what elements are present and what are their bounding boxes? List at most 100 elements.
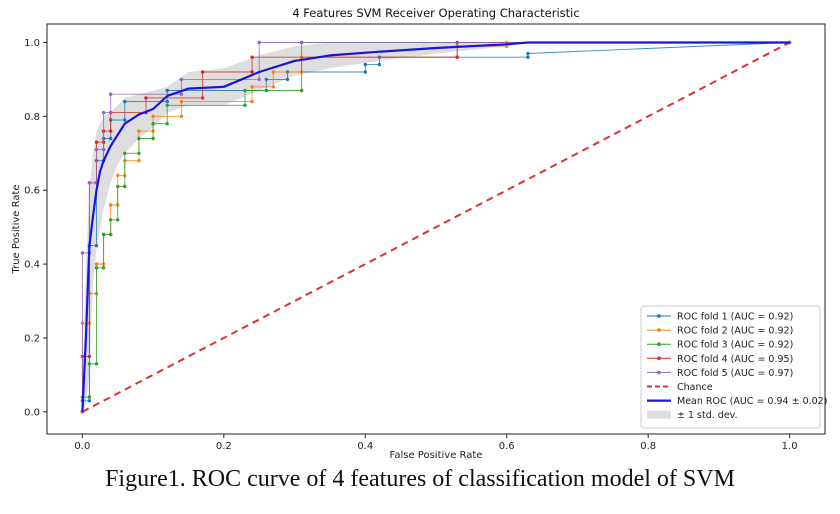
legend-swatch-dot — [657, 356, 661, 361]
roc-fold-4-point — [455, 55, 459, 59]
roc-fold-3-point — [165, 103, 169, 108]
legend-label: ROC fold 3 (AUC = 0.92) — [677, 340, 793, 351]
roc-fold-4-point — [144, 96, 148, 100]
x-tick-label: 0.0 — [74, 441, 90, 452]
roc-fold-3-point — [123, 151, 127, 155]
roc-fold-3-point — [109, 232, 113, 237]
roc-fold-1-point — [165, 88, 169, 93]
legend-box — [640, 305, 821, 429]
roc-fold-5-point — [179, 92, 184, 96]
legend-label: ROC fold 1 (AUC = 0.92) — [677, 312, 793, 323]
roc-fold-3-point — [243, 103, 247, 108]
y-axis-label: True Positive Rate — [11, 184, 22, 274]
roc-fold-4-point — [94, 140, 99, 144]
roc-fold-2-point — [116, 173, 120, 178]
roc-fold-5-point — [109, 110, 113, 115]
roc-fold-3-point — [101, 266, 106, 270]
roc-fold-3-point — [101, 232, 106, 237]
x-tick-label: 0.4 — [357, 441, 373, 452]
roc-fold-1-point — [264, 77, 268, 82]
x-tick-label: 1.0 — [782, 441, 798, 452]
roc-fold-1-point — [377, 62, 382, 67]
roc-fold-5-point — [80, 251, 85, 255]
chance-line-line — [81, 41, 791, 413]
roc-fold-1-point — [123, 118, 127, 122]
roc-fold-3-point — [151, 122, 155, 126]
roc-fold-1-point — [94, 243, 99, 248]
roc-fold-1-point — [363, 70, 367, 74]
roc-fold-2-point — [250, 99, 254, 104]
roc-fold-3-point — [94, 362, 99, 366]
y-tick-label: 0.2 — [24, 333, 40, 344]
roc-fold-1-point — [109, 136, 113, 141]
legend-swatch-dot — [657, 328, 661, 332]
roc-fold-4-point — [250, 55, 254, 59]
roc-fold-5-point — [101, 147, 106, 152]
roc-fold-3-point — [243, 88, 247, 93]
roc-fold-3-point — [94, 266, 99, 270]
legend-label: ROC fold 4 (AUC = 0.95) — [677, 354, 793, 365]
roc-fold-3-point — [137, 151, 141, 155]
roc-fold-3-point — [87, 395, 92, 399]
roc-fold-2-point — [151, 114, 155, 119]
roc-fold-5-point — [257, 77, 261, 82]
roc-fold-3-point — [151, 136, 155, 141]
roc-fold-3-point — [123, 184, 127, 189]
roc-fold-4-point — [87, 354, 92, 359]
legend-label: ± 1 std. dev. — [677, 410, 738, 421]
legend-label: ROC fold 5 (AUC = 0.97) — [677, 368, 793, 379]
roc-fold-3-point — [116, 218, 120, 222]
roc-fold-2-point — [109, 203, 113, 207]
roc-fold-1-point — [165, 99, 169, 104]
legend-swatch-band — [647, 410, 671, 419]
y-tick-label: 0.6 — [24, 186, 40, 197]
y-tick-label: 0.8 — [24, 112, 40, 123]
roc-fold-1-point — [123, 99, 127, 104]
legend-swatch-dot — [657, 370, 661, 375]
legend-swatch-dot — [657, 342, 661, 347]
figure-caption: Figure1. ROC curve of 4 features of clas… — [105, 466, 735, 492]
legend-label: ROC fold 2 (AUC = 0.92) — [677, 326, 793, 337]
roc-fold-1-point — [363, 62, 367, 67]
legend: ROC fold 1 (AUC = 0.92) ROC fold 2 (AUC =… — [640, 305, 827, 429]
x-tick-label: 0.8 — [640, 441, 656, 452]
roc-fold-3-point — [165, 122, 169, 126]
roc-fold-2-point — [137, 129, 141, 133]
mean-roc-line — [81, 41, 790, 412]
roc-fold-5-point — [94, 147, 99, 152]
roc-fold-5-point — [179, 77, 184, 82]
chart-title: 4 Features SVM Receiver Operating Charac… — [292, 6, 579, 20]
roc-fold-4-point — [200, 70, 205, 74]
roc-fold-2-point — [179, 99, 184, 104]
roc-fold-1-point — [526, 55, 530, 59]
roc-fold-2-point — [271, 85, 275, 89]
x-tick-label: 0.2 — [216, 441, 232, 452]
series-layer — [80, 40, 792, 414]
roc-fold-3-point — [299, 88, 304, 93]
roc-fold-4-point — [250, 70, 254, 74]
y-tick-label: 0.0 — [24, 407, 40, 418]
roc-fold-2-point — [179, 114, 184, 119]
y-tick-label: 1.0 — [24, 38, 40, 49]
roc-fold-4-point — [109, 129, 113, 133]
legend-swatch-dot — [657, 314, 661, 318]
roc-fold-1-point — [87, 399, 92, 403]
legend-label: Mean ROC (AUC = 0.94 ± 0.02) — [677, 396, 827, 407]
roc-fold-1-point — [526, 51, 530, 56]
legend-label: Chance — [677, 382, 713, 393]
roc-fold-5-point — [87, 181, 92, 185]
roc-fold-5-point — [257, 40, 261, 45]
roc-fold-5-point — [101, 110, 106, 115]
roc-fold-2-point — [94, 262, 99, 266]
roc-fold-4-point — [200, 96, 205, 100]
roc-fold-2-point — [137, 159, 141, 163]
roc-fold-2-point — [271, 70, 275, 74]
roc-fold-3-point — [109, 218, 113, 222]
roc-fold-2-point — [250, 85, 254, 89]
tick-layer: 0.0 0.2 0.4 0.6 0.8 1.0 0.0 0.2 0.4 0.6 0.8 1.0 — [24, 38, 797, 452]
x-axis-label: False Positive Rate — [390, 450, 483, 461]
roc-fold-3-point — [137, 136, 141, 141]
roc-fold-5-point — [109, 92, 113, 96]
x-tick-label: 0.6 — [499, 441, 515, 452]
